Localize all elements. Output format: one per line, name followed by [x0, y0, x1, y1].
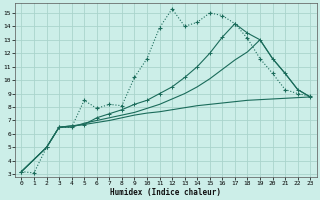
X-axis label: Humidex (Indice chaleur): Humidex (Indice chaleur) [110, 188, 221, 197]
